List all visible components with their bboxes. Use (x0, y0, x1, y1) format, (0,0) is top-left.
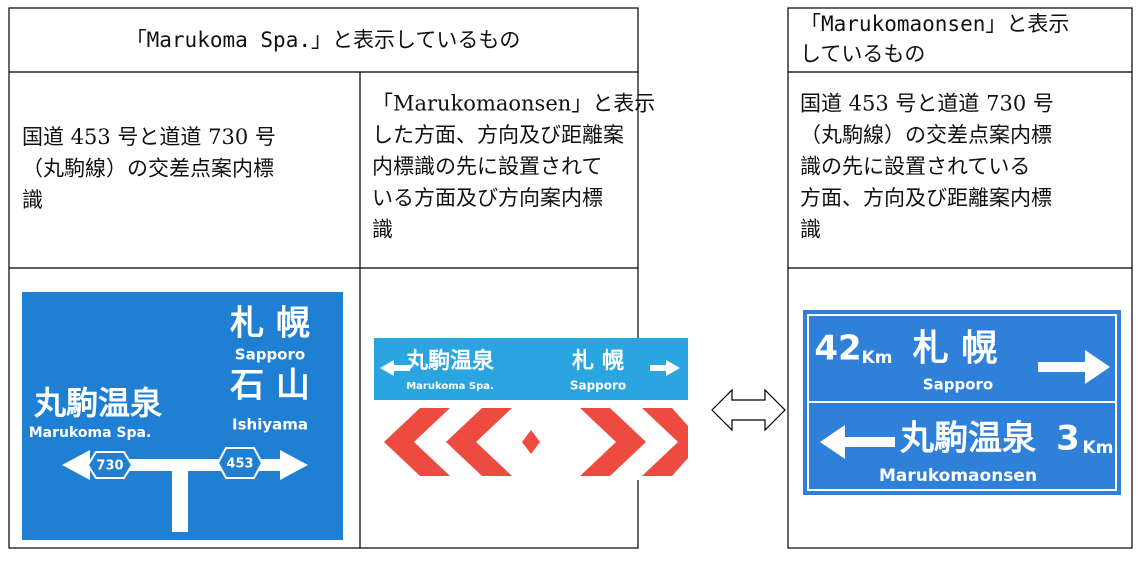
sign-text: 丸駒温泉 (405, 348, 495, 374)
description-line: いる方面及び方向案内標 (372, 186, 603, 210)
description-line: 国道 453 号と道道 730 号 (800, 92, 1054, 116)
chevrons (384, 408, 688, 476)
description-line: した方面、方向及び距離案 (372, 123, 624, 147)
route-shield (216, 447, 264, 479)
table-border (8, 7, 639, 549)
description-line: 方面、方向及び距離案内標 (800, 186, 1052, 210)
sign-arrow (1038, 350, 1110, 384)
description-line: 識の先に設置されている (800, 155, 1030, 179)
sign-text: Marukomaonsen (879, 466, 1037, 486)
description-line: 識 (372, 218, 393, 242)
description-line: 内標識の先に設置されて (372, 155, 602, 179)
sign-text: 453 (226, 457, 253, 472)
sign-text: Ishiyama (232, 416, 308, 434)
sign-arrow (380, 360, 410, 376)
sign-text: Marukoma Spa. (406, 381, 494, 392)
sign-image: 42 Km 札 幌 Sapporo 丸駒温泉 3 Km Marukomaonse… (803, 310, 1121, 495)
double-arrow (711, 388, 786, 432)
sign-text: 札 幌 (571, 349, 624, 374)
sign-image: 丸駒温泉 Marukoma Spa. 札 幌 Sapporo (374, 338, 688, 480)
sign-background (374, 338, 688, 400)
sign-text: Km (862, 348, 893, 368)
route-shield (86, 451, 134, 479)
description-line: 「Marukomaonsen」と表示 (372, 92, 655, 116)
sign-text: Sapporo (570, 379, 626, 393)
sign-text: 丸駒温泉 (33, 384, 162, 422)
header-line: 「Marukomaonsen」と表示 (800, 12, 1069, 36)
description-line: （丸駒線）の交差点案内標 (800, 123, 1052, 147)
sign-image: 札 幌 Sapporo 石 山 Ishiyama 丸駒温泉 Marukoma S… (22, 292, 343, 540)
sign-text: Km (1083, 438, 1114, 458)
sign-text: 札 幌 (230, 304, 310, 344)
sign-text: 730 (96, 459, 123, 474)
sign-text: 3 (1056, 419, 1080, 459)
sign-arrow (650, 360, 680, 376)
sign-arrow (820, 425, 895, 459)
description-line: （丸駒線）の交差点案内標 (22, 157, 274, 181)
sign-text: 丸駒温泉 (899, 419, 1036, 459)
description-line: 国道 453 号と道道 730 号 (22, 125, 276, 149)
sign-text: 42 (814, 329, 861, 369)
sign-text: Marukoma Spa. (29, 425, 152, 441)
header: 「Marukoma Spa.」と表示しているもの (126, 28, 521, 52)
sign-text: Sapporo (235, 346, 305, 364)
sign-text: 石 山 (229, 366, 310, 406)
header-line: しているもの (800, 42, 925, 66)
table-border (787, 7, 1133, 549)
sign-text: 札 幌 (913, 328, 998, 369)
sign-text: Sapporo (923, 376, 993, 394)
description-line: 識 (22, 188, 43, 212)
description-line: 識 (800, 218, 821, 242)
